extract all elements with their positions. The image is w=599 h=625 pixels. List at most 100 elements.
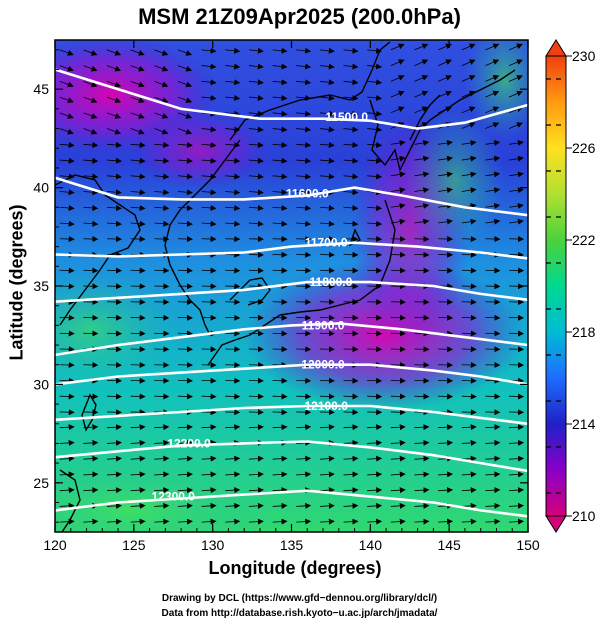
wind-arrow (225, 205, 241, 211)
wind-arrow (509, 155, 524, 162)
wind-arrow (177, 502, 193, 509)
wind-arrow (390, 59, 405, 66)
wind-arrow (248, 518, 264, 525)
wind-arrow (461, 171, 477, 178)
y-tick-label: 40 (33, 180, 49, 196)
wind-arrow (343, 455, 359, 462)
wind-arrow (509, 455, 525, 462)
wind-arrow (390, 202, 406, 209)
coastlines (55, 41, 516, 532)
wind-arrow (272, 63, 288, 70)
wind-arrow (438, 487, 454, 494)
wind-arrow (83, 518, 99, 525)
x-tick-label: 125 (122, 537, 146, 553)
x-tick-label: 145 (437, 537, 461, 553)
wind-arrow (201, 142, 217, 149)
wind-arrow (83, 49, 98, 56)
x-axis-ticks: 120 125 130 135 140 145 150 (43, 40, 540, 553)
wind-arrow (107, 455, 123, 462)
wind-arrow (201, 487, 217, 494)
wind-arrow (296, 424, 312, 431)
wind-arrow (319, 518, 335, 525)
wind-arrow (343, 518, 359, 525)
wind-arrow (367, 126, 383, 133)
wind-arrow (106, 157, 122, 164)
wind-arrow (509, 218, 524, 225)
wind-arrow (130, 502, 146, 509)
wind-arrow (390, 487, 406, 494)
wind-arrow (225, 424, 241, 431)
wind-arrow (201, 518, 217, 525)
wind-arrow (296, 79, 312, 86)
wind-arrow (461, 139, 477, 146)
wind-arrow (461, 218, 477, 225)
wind-arrow (485, 471, 501, 478)
wind-arrow (438, 471, 454, 478)
wind-arrow (107, 424, 123, 431)
wind-arrow (390, 75, 405, 82)
wind-arrow (225, 502, 241, 509)
wind-arrow (319, 471, 335, 478)
wind-arrow (225, 157, 241, 164)
wind-arrow (367, 94, 383, 101)
wind-arrow (485, 75, 500, 82)
wind-arrow (485, 202, 501, 209)
wind-arrow (225, 173, 241, 180)
wind-arrow (272, 94, 288, 101)
wind-arrow (59, 455, 75, 462)
wind-arrow (59, 96, 74, 103)
wind-arrow (319, 110, 335, 117)
wind-arrow (154, 65, 169, 72)
wind-arrow (130, 173, 146, 180)
wind-arrow (248, 126, 264, 133)
wind-arrow (485, 155, 501, 162)
wind-arrow (248, 157, 264, 164)
wind-arrow (414, 502, 430, 509)
wind-arrow (461, 439, 477, 446)
wind-arrow (248, 79, 264, 86)
colorbar-label: 226 (572, 140, 596, 156)
wind-arrow (248, 63, 264, 70)
wind-arrow (485, 502, 501, 509)
wind-arrow (390, 518, 406, 525)
x-tick-label: 140 (359, 537, 383, 553)
wind-arrow (485, 43, 500, 51)
wind-arrow (154, 173, 170, 180)
wind-arrow (201, 424, 217, 431)
wind-arrow (319, 63, 335, 70)
wind-arrow (343, 220, 359, 227)
wind-arrow (107, 518, 123, 525)
wind-arrow (130, 471, 146, 478)
wind-arrow (177, 80, 193, 88)
wind-arrow (83, 65, 98, 72)
wind-arrow (414, 487, 430, 494)
wind-arrow (59, 487, 75, 494)
wind-arrow (485, 518, 501, 525)
wind-arrow (177, 142, 193, 149)
wind-arrow (319, 126, 335, 133)
wind-arrow (461, 502, 477, 509)
y-axis-ticks: 25 30 35 40 45 (33, 49, 528, 523)
wind-arrow (367, 518, 383, 525)
wind-arrow (107, 439, 123, 446)
wind-arrow (83, 189, 99, 196)
wind-arrow (485, 171, 501, 178)
wind-arrow (106, 173, 122, 180)
wind-arrow (248, 173, 264, 180)
wind-arrow (390, 502, 406, 509)
wind-arrow (414, 424, 430, 431)
wind-arrow (83, 128, 98, 135)
wind-arrow (201, 455, 217, 462)
wind-arrow (509, 139, 524, 146)
wind-arrow (177, 439, 193, 446)
wind-arrow (154, 157, 170, 164)
wind-arrow (154, 518, 170, 525)
wind-arrow (343, 502, 359, 509)
wind-arrow (201, 63, 217, 70)
wind-arrow (343, 79, 359, 86)
wind-arrow (177, 96, 193, 103)
wind-arrow (248, 220, 264, 227)
wind-arrow (485, 139, 501, 146)
map-title: MSM 21Z09Apr2025 (200.0hPa) (138, 4, 461, 29)
wind-arrow (461, 471, 477, 478)
